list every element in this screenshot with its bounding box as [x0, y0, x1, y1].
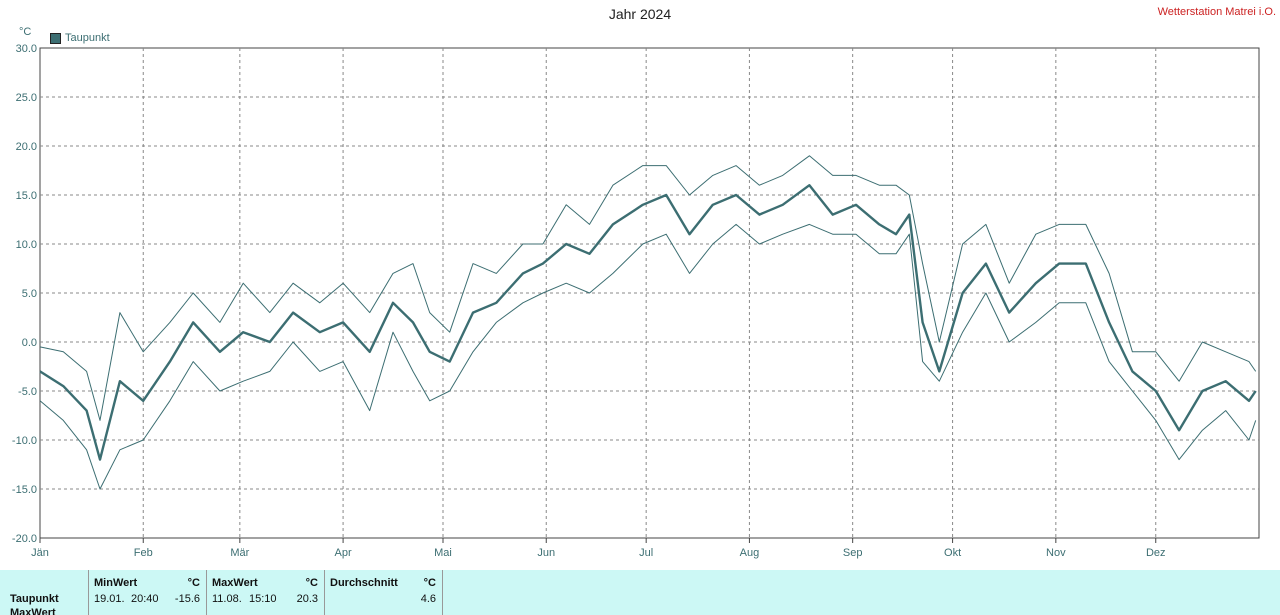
y-tick-label: 5.0: [22, 288, 37, 300]
tick-labels: 30.0 25.0 20.0 15.0 10.0 5.0 0.0 -5.0 -10.0 -15.0…: [12, 43, 1166, 559]
y-tick-label: 25.0: [16, 92, 37, 104]
x-tick-label: Jän: [31, 547, 49, 559]
y-tick-label: -5.0: [18, 386, 37, 398]
x-tick-label: Jul: [639, 547, 653, 559]
y-tick-label: 20.0: [16, 141, 37, 153]
max-header: MaxWert: [212, 577, 258, 589]
stats-panel: Taupunkt MaxWert MinWert °C 19.01. 20:40…: [0, 570, 1280, 615]
x-tick-label: Aug: [740, 547, 760, 559]
max-block: MaxWert °C 11.08. 15:10 20.3: [206, 570, 325, 615]
y-tick-label: 15.0: [16, 190, 37, 202]
series-lines: [39, 155, 1257, 490]
avg-unit: °C: [423, 577, 436, 589]
x-tick-label: Jun: [537, 547, 555, 559]
y-tick-label: -15.0: [12, 484, 37, 496]
max-value: 20.3: [296, 593, 318, 605]
y-tick-label: 10.0: [16, 239, 37, 251]
y-tick-label: 30.0: [16, 43, 37, 55]
series-line-taupunkt: [39, 183, 1257, 461]
x-tick-label: Feb: [134, 547, 153, 559]
max-date: 11.08.: [212, 593, 242, 605]
series-line-max: [39, 155, 1257, 421]
station-name: Wetterstation Matrei i.O.: [1157, 6, 1276, 18]
avg-header: Durchschnitt: [330, 577, 398, 589]
x-tick-label: Mär: [230, 547, 249, 559]
min-value: -15.6: [174, 593, 200, 605]
chart: 30.0 25.0 20.0 15.0 10.0 5.0 0.0 -5.0 -10.0 -15.0…: [12, 43, 1260, 559]
y-axis-unit: °C: [19, 26, 32, 38]
y-tick-label: -20.0: [12, 533, 37, 545]
min-block: MinWert °C 19.01. 20:40 -15.6: [88, 570, 207, 615]
grid: [39, 47, 1260, 543]
avg-block: Durchschnitt °C 4.6: [324, 570, 443, 615]
x-tick-label: Okt: [944, 547, 961, 559]
y-tick-label: 0.0: [22, 337, 37, 349]
min-date: 19.01.: [94, 593, 125, 605]
min-header: MinWert: [94, 577, 138, 589]
stats-row-label-taupunkt: Taupunkt: [10, 593, 59, 605]
legend: Taupunkt: [50, 32, 110, 44]
legend-swatch: [50, 32, 61, 44]
stats-row-label-maxwert: MaxWert: [10, 607, 56, 615]
x-tick-label: Dez: [1146, 547, 1166, 559]
x-tick-label: Apr: [335, 547, 352, 559]
x-tick-label: Sep: [843, 547, 863, 559]
avg-value: 4.6: [420, 593, 436, 605]
min-unit: °C: [187, 577, 200, 589]
x-tick-label: Nov: [1046, 547, 1066, 559]
max-unit: °C: [305, 577, 318, 589]
series-line-min: [39, 223, 1257, 490]
y-tick-label: -10.0: [12, 435, 37, 447]
chart-title: Jahr 2024: [608, 6, 672, 22]
max-time: 15:10: [249, 593, 277, 605]
min-time: 20:40: [131, 593, 159, 605]
legend-label: Taupunkt: [65, 32, 110, 44]
x-tick-label: Mai: [434, 547, 452, 559]
